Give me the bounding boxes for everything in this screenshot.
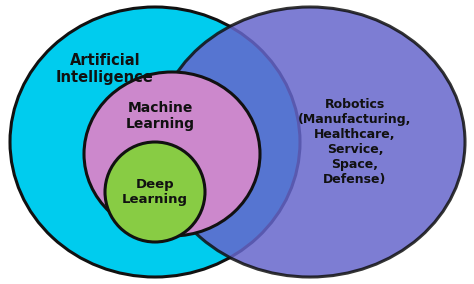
Ellipse shape <box>84 72 260 236</box>
Text: Machine
Learning: Machine Learning <box>126 101 194 131</box>
Ellipse shape <box>10 7 300 277</box>
Ellipse shape <box>105 142 205 242</box>
Text: Artificial
Intelligence: Artificial Intelligence <box>56 53 154 85</box>
Ellipse shape <box>155 7 465 277</box>
Text: Deep
Learning: Deep Learning <box>122 178 188 206</box>
Text: Robotics
(Manufacturing,
Healthcare,
Service,
Space,
Defense): Robotics (Manufacturing, Healthcare, Ser… <box>298 98 412 186</box>
